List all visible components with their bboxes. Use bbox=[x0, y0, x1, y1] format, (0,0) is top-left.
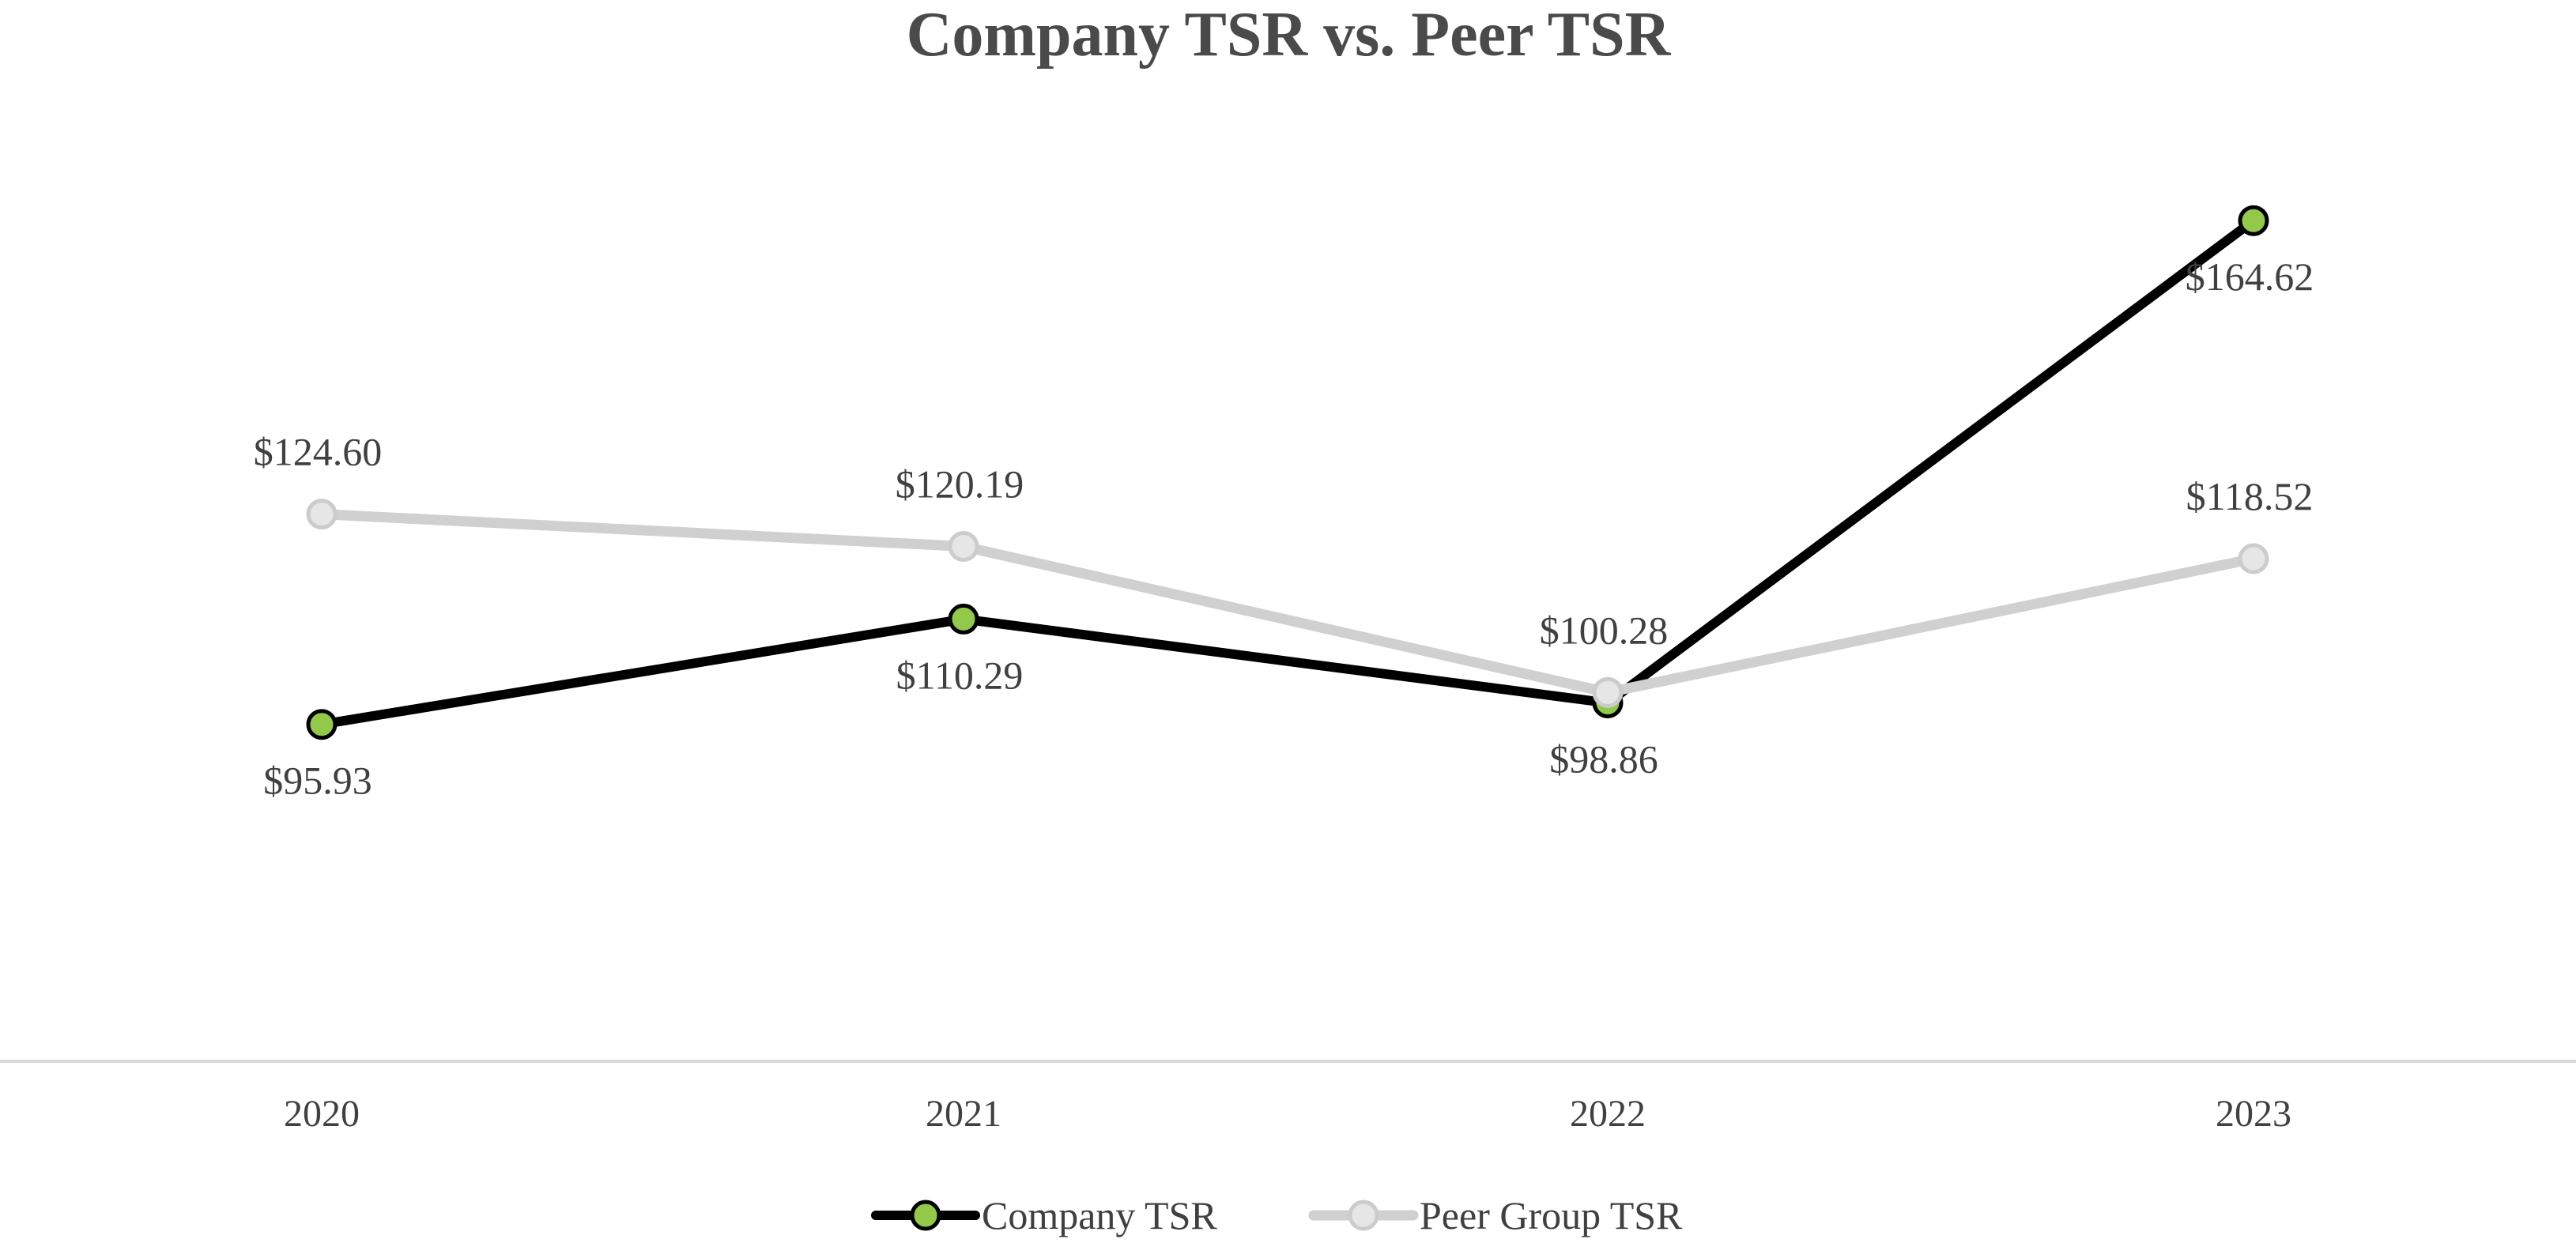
series-peer-group-tsr bbox=[306, 499, 2269, 708]
data-point-company-tsr bbox=[306, 709, 338, 740]
data-label-company-tsr: $110.29 bbox=[896, 653, 1024, 697]
series-layer bbox=[306, 205, 2269, 740]
data-point-peer-group-tsr bbox=[948, 531, 979, 562]
data-label-peer-group-tsr: $124.60 bbox=[254, 430, 383, 474]
chart-title: Company TSR vs. Peer TSR bbox=[907, 0, 1672, 70]
series-line-company-tsr bbox=[317, 216, 2258, 729]
legend-item-company-tsr: Company TSR bbox=[871, 1193, 1217, 1237]
x-tick-label: 2020 bbox=[284, 1093, 360, 1135]
data-label-company-tsr: $98.86 bbox=[1549, 737, 1658, 782]
legend-item-peer-group-tsr: Peer Group TSR bbox=[1308, 1193, 1683, 1237]
data-point-company-tsr bbox=[948, 603, 979, 635]
data-label-company-tsr: $164.62 bbox=[2186, 254, 2314, 299]
legend-swatch-marker bbox=[910, 1200, 941, 1231]
data-point-peer-group-tsr bbox=[1592, 676, 1624, 708]
series-line-peer-group-tsr bbox=[316, 509, 2259, 698]
data-point-company-tsr bbox=[2238, 205, 2269, 236]
x-tick-label: 2023 bbox=[2216, 1093, 2291, 1135]
legend-label: Peer Group TSR bbox=[1420, 1193, 1683, 1237]
data-point-peer-group-tsr bbox=[2238, 543, 2269, 574]
legend-swatch-marker bbox=[1348, 1200, 1379, 1231]
legend-label: Company TSR bbox=[982, 1193, 1217, 1237]
legend: Company TSR Peer Group TSR bbox=[871, 1193, 1683, 1237]
data-label-peer-group-tsr: $120.19 bbox=[896, 462, 1024, 507]
series-company-tsr bbox=[306, 205, 2269, 740]
data-label-company-tsr: $95.93 bbox=[263, 759, 372, 803]
data-label-peer-group-tsr: $100.28 bbox=[1540, 608, 1669, 652]
x-axis-ticks: 2020 2021 2022 2023 bbox=[284, 1093, 2291, 1135]
data-labels: $95.93 $110.29 $98.86 $164.62 $124.60 $120.19… bbox=[254, 254, 2314, 803]
data-point-peer-group-tsr bbox=[306, 499, 338, 530]
x-tick-label: 2022 bbox=[1570, 1093, 1646, 1135]
x-tick-label: 2021 bbox=[926, 1093, 1001, 1135]
data-label-peer-group-tsr: $118.52 bbox=[2186, 474, 2314, 518]
